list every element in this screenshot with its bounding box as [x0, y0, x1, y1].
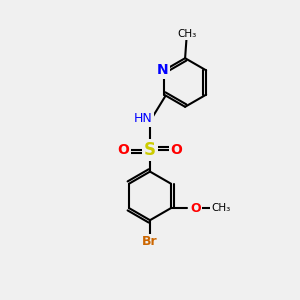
Text: O: O [190, 202, 201, 214]
Text: CH₃: CH₃ [212, 203, 231, 213]
Text: S: S [144, 141, 156, 159]
Text: CH₃: CH₃ [178, 29, 197, 39]
Text: N: N [157, 63, 169, 77]
Text: HN: HN [134, 112, 153, 125]
Text: Br: Br [142, 235, 158, 248]
Text: O: O [118, 143, 130, 157]
Text: O: O [170, 143, 182, 157]
